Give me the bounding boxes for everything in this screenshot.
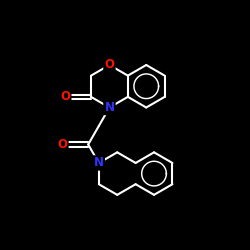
Text: O: O xyxy=(104,58,115,71)
Text: N: N xyxy=(104,101,115,114)
Text: O: O xyxy=(58,138,68,151)
Text: N: N xyxy=(94,156,104,170)
Text: O: O xyxy=(60,90,70,104)
